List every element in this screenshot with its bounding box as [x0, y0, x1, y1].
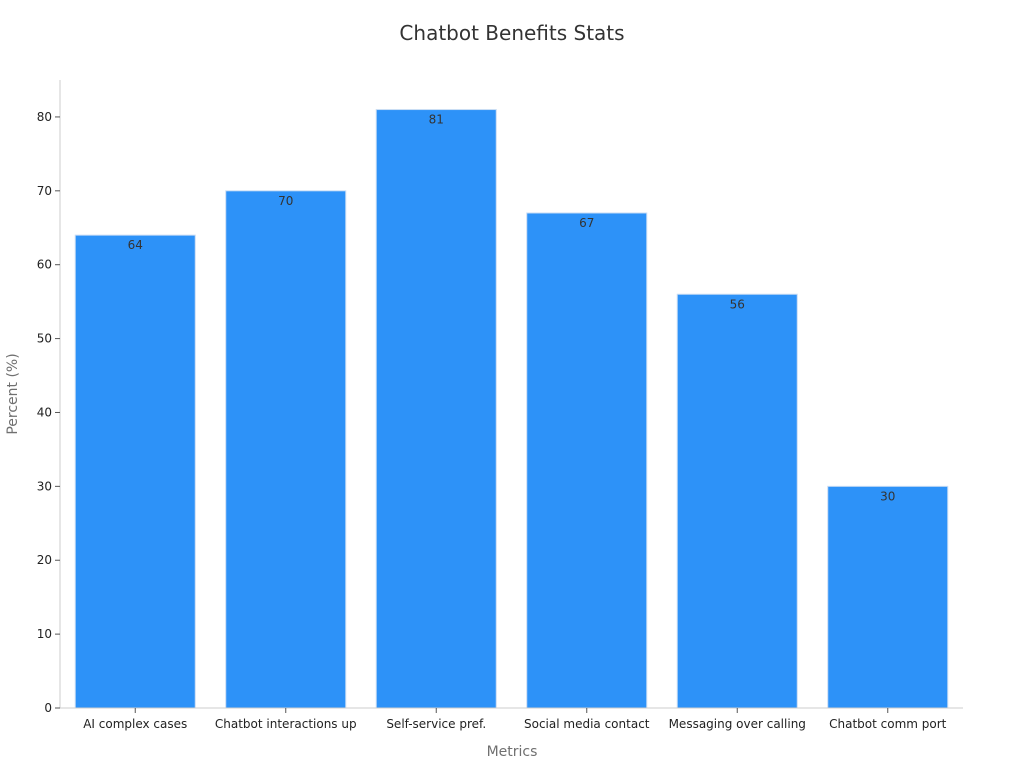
data-label: 56	[730, 297, 745, 311]
axes-group: 0 10 20 30 40 50 60 70 80 AI complex cases Chatbot…	[37, 80, 963, 731]
y-tick-label: 60	[37, 258, 52, 272]
x-tick-label: Self-service pref.	[386, 717, 486, 731]
y-tick-label: 0	[44, 701, 52, 715]
data-label: 64	[128, 238, 143, 252]
x-tick-label: Social media contact	[524, 717, 650, 731]
bar	[375, 109, 497, 709]
y-tick-label: 80	[37, 110, 52, 124]
x-tick-label: AI complex cases	[83, 717, 187, 731]
x-tick-label: Messaging over calling	[669, 717, 806, 731]
data-label: 81	[429, 113, 444, 127]
x-tick-label: Chatbot comm port	[829, 717, 947, 731]
chart-title: Chatbot Benefits Stats	[399, 21, 624, 45]
y-tick-label: 50	[37, 332, 52, 346]
y-tick-label: 70	[37, 184, 52, 198]
data-label: 70	[278, 194, 293, 208]
bars-group	[74, 109, 949, 709]
x-tick-label: Chatbot interactions up	[215, 717, 357, 731]
bar	[74, 234, 196, 709]
x-axis-title: Metrics	[487, 744, 538, 760]
y-tick-label: 40	[37, 405, 52, 419]
data-label: 67	[579, 216, 594, 230]
bar	[827, 485, 949, 709]
bar	[676, 293, 798, 709]
y-tick-label: 10	[37, 627, 52, 641]
data-label: 30	[880, 489, 895, 503]
bar	[225, 190, 347, 709]
y-tick-label: 30	[37, 479, 52, 493]
bar	[526, 212, 648, 709]
y-tick-label: 20	[37, 553, 52, 567]
y-axis-title: Percent (%)	[5, 353, 21, 434]
data-labels-group: 64 70 81 67 56 30	[128, 113, 896, 504]
